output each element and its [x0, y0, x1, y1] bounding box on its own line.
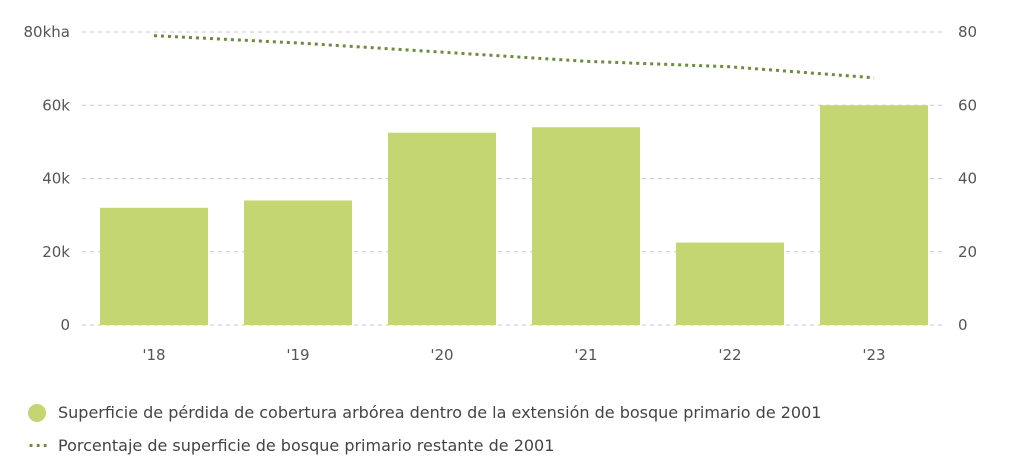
legend-item-line[interactable]: ··· Porcentaje de superficie de bosque p… [28, 429, 821, 462]
remaining-forest-line[interactable] [153, 34, 875, 80]
left-tick-label: 0 [60, 316, 70, 334]
bar-23[interactable] [820, 105, 928, 325]
left-tick-label: 40k [42, 170, 70, 188]
right-tick-label: 60 [958, 96, 977, 114]
legend-bar-swatch-icon [28, 403, 46, 422]
bar-19[interactable] [244, 200, 352, 325]
chart-canvas: 0 20k 40k 60k 80kha 0 20 40 60 80 '18 '19 '20 '21 '2… [24, 23, 978, 364]
left-tick-label: 80kha [24, 23, 70, 41]
x-tick-label: '19 [286, 346, 309, 364]
legend-line-label: Porcentaje de superficie de bosque prima… [58, 436, 555, 455]
legend-item-bars[interactable]: Superficie de pérdida de cobertura arbór… [28, 396, 821, 429]
left-tick-label: 20k [42, 243, 70, 261]
right-tick-label: 40 [958, 170, 977, 188]
left-y-axis: 0 20k 40k 60k 80kha [24, 23, 71, 334]
x-tick-label: '23 [862, 346, 885, 364]
x-axis: '18 '19 '20 '21 '22 '23 [142, 346, 885, 364]
right-tick-label: 80 [958, 23, 977, 41]
x-tick-label: '21 [574, 346, 597, 364]
legend-line-swatch-icon: ··· [28, 435, 50, 455]
grid-lines [82, 31, 946, 326]
x-tick-label: '22 [718, 346, 741, 364]
legend: Superficie de pérdida de cobertura arbór… [28, 396, 821, 462]
bar-21[interactable] [532, 127, 640, 325]
x-tick-label: '20 [430, 346, 453, 364]
right-tick-label: 0 [958, 316, 968, 334]
legend-bar-label: Superficie de pérdida de cobertura arbór… [58, 403, 822, 422]
bar-18[interactable] [100, 207, 208, 325]
line-series [153, 34, 875, 80]
bar-20[interactable] [388, 132, 496, 325]
left-tick-label: 60k [42, 96, 70, 114]
bar-22[interactable] [676, 242, 784, 325]
bar-series [100, 105, 928, 325]
right-tick-label: 20 [958, 243, 977, 261]
x-tick-label: '18 [142, 346, 165, 364]
right-y-axis: 0 20 40 60 80 [958, 23, 977, 334]
